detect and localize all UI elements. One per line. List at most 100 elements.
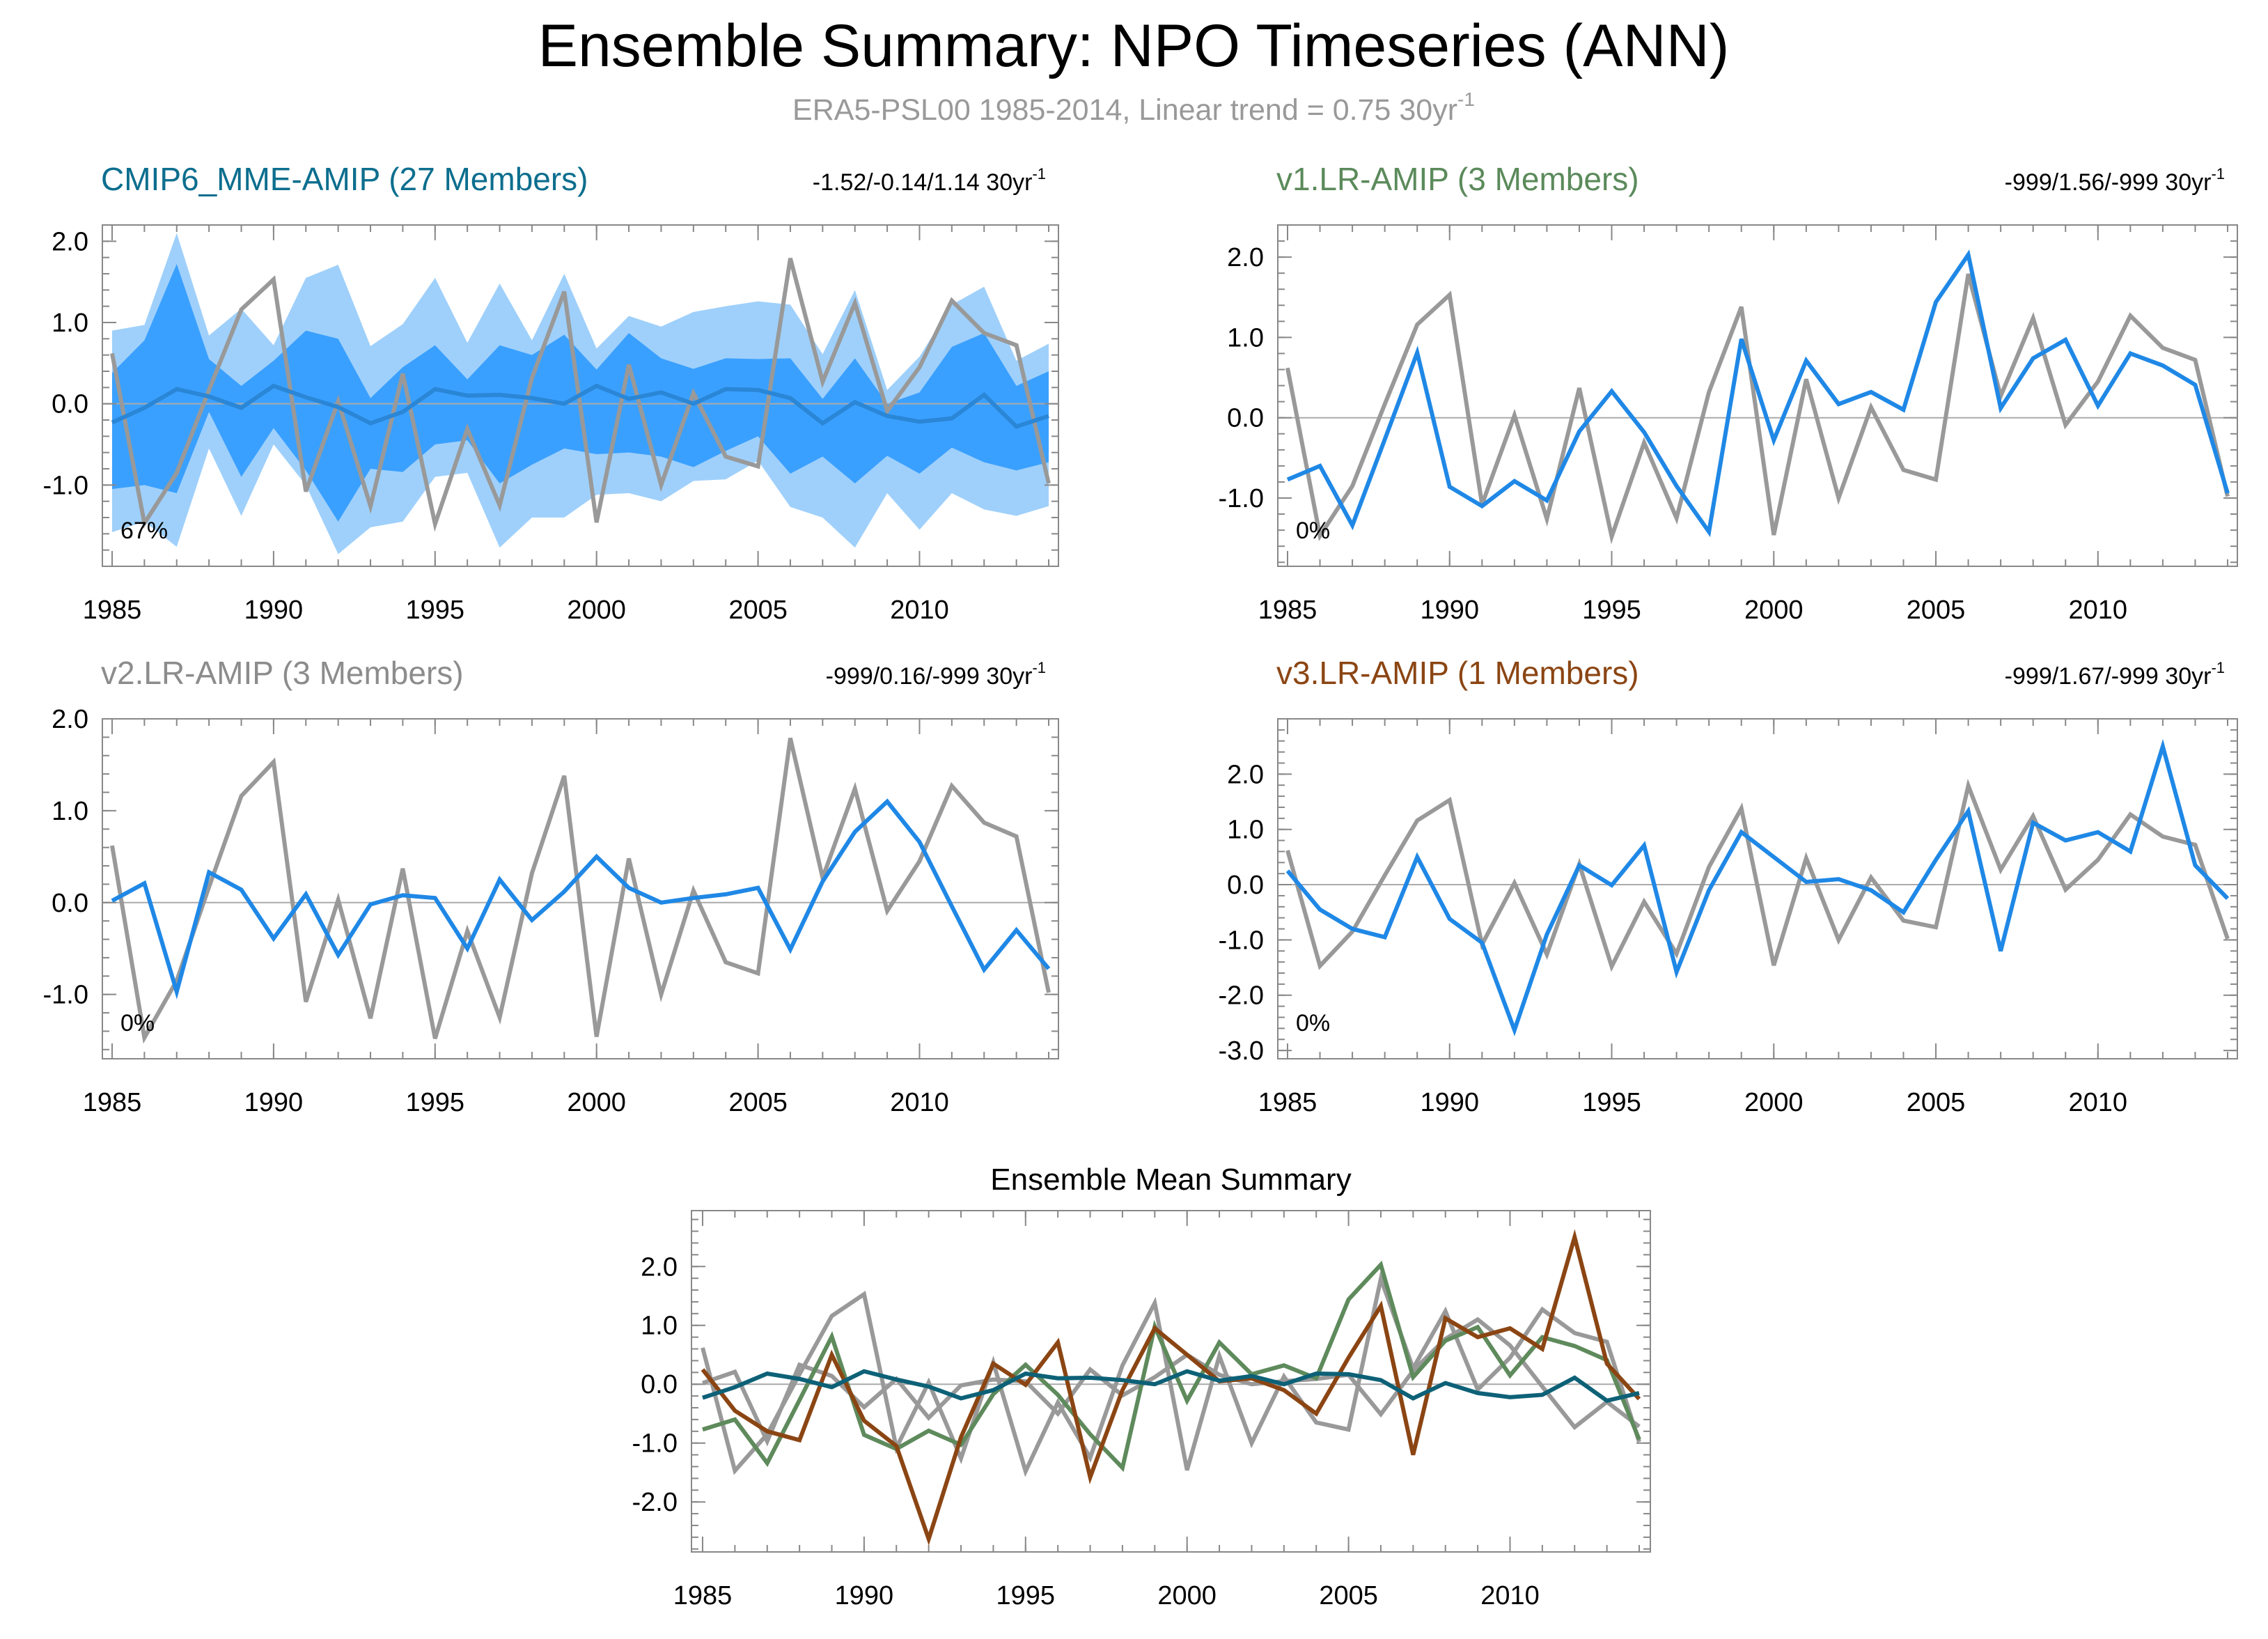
x-tick-label: 2010 xyxy=(2069,596,2128,625)
series-line-v3-member xyxy=(1285,738,2230,1036)
plot-frame xyxy=(102,224,1059,567)
trend-text: -1.52/-0.14/1.14 30yr xyxy=(813,169,1033,196)
x-tick-label: 2010 xyxy=(890,596,949,625)
x-tick-label: 1995 xyxy=(1582,596,1641,625)
x-tick-label: 1985 xyxy=(1258,596,1317,625)
y-tick-label: -3.0 xyxy=(1219,1036,1264,1066)
panel-title: v1.LR-AMIP (3 Members) xyxy=(1276,161,1639,197)
series-line-cmip6-mme-amip xyxy=(702,1369,1640,1404)
trend-exponent: -1 xyxy=(1032,165,1046,182)
x-tick-label: 1995 xyxy=(1582,1088,1641,1117)
percent-label: 0% xyxy=(1296,518,1330,544)
y-tick-label: -1.0 xyxy=(43,471,88,500)
y-tick-label: -1.0 xyxy=(632,1429,678,1459)
panel-summary: -2.0 -1.0 0.0 1.0 2.0 1985 1990 1995 2000 2005 201… xyxy=(632,1163,1651,1610)
panel-title: Ensemble Mean Summary xyxy=(990,1163,1351,1197)
panel-title: CMIP6_MME-AMIP (27 Members) xyxy=(101,161,588,197)
figure-subtitle-exponent: -1 xyxy=(1457,88,1475,110)
x-tick-label: 2000 xyxy=(1744,1088,1804,1117)
panel-title: v3.LR-AMIP (1 Members) xyxy=(1276,655,1639,691)
x-tick-label: 1990 xyxy=(1420,1088,1479,1117)
x-tick-label: 1995 xyxy=(406,1088,465,1117)
x-tick-label: 2005 xyxy=(728,596,788,625)
y-tick-label: -1.0 xyxy=(1219,484,1264,513)
plot-frame xyxy=(1277,224,2238,567)
trend-text: -999/1.56/-999 30yr xyxy=(2005,169,2212,196)
y-tick-label: 1.0 xyxy=(52,309,88,338)
panel-v1: -1.0 0.0 1.0 2.0 1985 1990 1995 2000 2005 2010 v1.… xyxy=(1219,161,2238,625)
y-tick-label: 1.0 xyxy=(52,797,88,826)
x-tick-label: 2000 xyxy=(567,596,626,625)
percent-label: 67% xyxy=(120,518,168,544)
y-tick-label: 0.0 xyxy=(52,889,88,918)
series-line-era5-observed xyxy=(1285,273,2230,545)
series-line-era5-observed xyxy=(1285,778,2230,972)
y-tick-label: 1.0 xyxy=(641,1312,678,1341)
y-tick-label: 0.0 xyxy=(52,390,88,419)
y-tick-label: -1.0 xyxy=(43,981,88,1010)
trend-text: -999/1.67/-999 30yr xyxy=(2005,663,2212,690)
series-line-era5-observed xyxy=(110,738,1051,1044)
figure-subtitle-text: ERA5-PSL00 1985-2014, Linear trend = 0.7… xyxy=(792,93,1457,127)
series-line-v3-lr-amip xyxy=(701,1229,1641,1546)
x-tick-label: 1995 xyxy=(996,1581,1056,1610)
y-tick-label: 1.0 xyxy=(1227,816,1264,845)
x-tick-label: 2005 xyxy=(728,1088,788,1117)
x-tick-label: 1985 xyxy=(83,1088,142,1117)
panel-title: v2.LR-AMIP (3 Members) xyxy=(101,655,464,691)
panels-container: -1.0 0.0 1.0 2.0 1985 1990 1995 2000 2005 2010 CMI… xyxy=(43,161,2238,1610)
trend-exponent: -1 xyxy=(2211,659,2225,676)
trend-exponent: -1 xyxy=(2211,165,2225,182)
x-tick-label: 1985 xyxy=(673,1581,733,1610)
series-line-ensemble-mean xyxy=(111,383,1049,429)
panel-v2: -1.0 0.0 1.0 2.0 1985 1990 1995 2000 2005 2010 v2.… xyxy=(43,655,1059,1117)
figure-subtitle: ERA5-PSL00 1985-2014, Linear trend = 0.7… xyxy=(792,88,1475,127)
plot-frame xyxy=(1277,718,2238,1059)
trend-exponent: -1 xyxy=(1032,659,1046,676)
series-line-era5-observed xyxy=(701,1271,1641,1477)
x-tick-label: 2010 xyxy=(2069,1088,2128,1117)
panel-v3: -3.0 -2.0 -1.0 0.0 1.0 2.0 1985 1990 1995 2000 200… xyxy=(1219,655,2238,1117)
y-tick-label: 1.0 xyxy=(1227,323,1264,352)
y-tick-label: -2.0 xyxy=(632,1488,678,1517)
x-tick-label: 1990 xyxy=(244,596,304,625)
series-line-v2-ensemble-mean xyxy=(111,798,1051,1000)
x-tick-label: 2000 xyxy=(1744,596,1804,625)
x-tick-label: 1995 xyxy=(406,596,465,625)
percent-label: 0% xyxy=(1296,1010,1330,1036)
series-line-v1-ensemble-mean xyxy=(1286,249,2230,538)
series-line-era5-observed xyxy=(110,258,1051,532)
plot-frame xyxy=(102,718,1059,1059)
y-tick-label: 2.0 xyxy=(641,1252,678,1282)
y-tick-label: -1.0 xyxy=(1219,926,1264,955)
y-tick-label: 2.0 xyxy=(1227,243,1264,272)
y-tick-label: 0.0 xyxy=(1227,871,1264,900)
y-tick-label: 2.0 xyxy=(1227,760,1264,789)
x-tick-label: 1985 xyxy=(1258,1088,1317,1117)
x-tick-label: 1990 xyxy=(835,1581,894,1610)
y-tick-label: 0.0 xyxy=(1227,404,1264,433)
figure-title: Ensemble Summary: NPO Timeseries (ANN) xyxy=(538,13,1730,79)
y-tick-label: -2.0 xyxy=(1219,981,1264,1011)
y-tick-label: 2.0 xyxy=(52,227,88,256)
x-tick-label: 2005 xyxy=(1907,1088,1966,1117)
x-tick-label: 2000 xyxy=(567,1088,626,1117)
trend-annotation: -999/1.56/-999 30yr-1 xyxy=(2005,165,2225,196)
trend-text: -999/0.16/-999 30yr xyxy=(826,663,1033,690)
x-tick-label: 2005 xyxy=(1319,1581,1378,1610)
y-tick-label: 0.0 xyxy=(641,1370,678,1399)
trend-annotation: -1.52/-0.14/1.14 30yr-1 xyxy=(813,165,1046,196)
panel-mme: -1.0 0.0 1.0 2.0 1985 1990 1995 2000 2005 2010 CMI… xyxy=(43,161,1059,625)
trend-annotation: -999/1.67/-999 30yr-1 xyxy=(2005,659,2225,690)
percent-label: 0% xyxy=(120,1010,155,1036)
x-tick-label: 1985 xyxy=(83,596,142,625)
plot-frame xyxy=(691,1210,1651,1553)
x-tick-label: 1990 xyxy=(244,1088,304,1117)
x-tick-label: 2005 xyxy=(1907,596,1966,625)
x-tick-label: 2010 xyxy=(1480,1581,1540,1610)
trend-annotation: -999/0.16/-999 30yr-1 xyxy=(826,659,1046,690)
x-tick-label: 1990 xyxy=(1420,596,1479,625)
y-tick-label: 2.0 xyxy=(52,705,88,734)
x-tick-label: 2000 xyxy=(1157,1581,1217,1610)
